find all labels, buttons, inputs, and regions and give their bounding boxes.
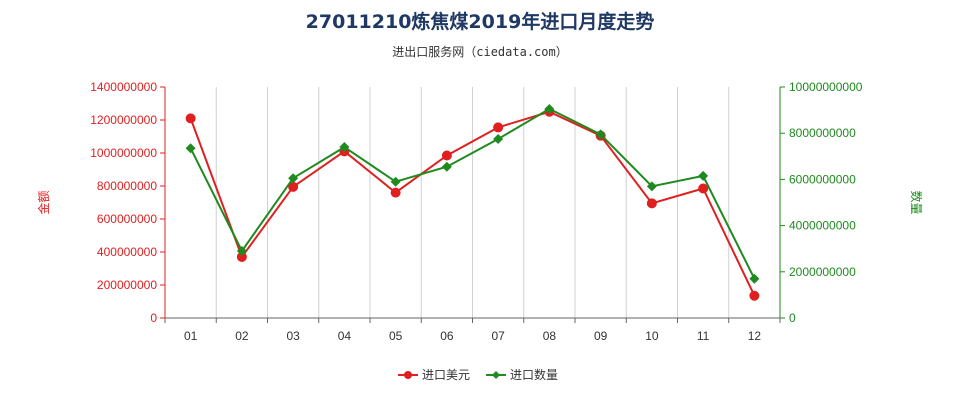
x-tick-label: 09 <box>594 329 608 343</box>
right-tick-label: 8000000000 <box>789 126 856 140</box>
left-tick-label: 1200000000 <box>90 113 157 127</box>
x-tick-label: 01 <box>184 329 198 343</box>
x-tick-label: 04 <box>338 329 352 343</box>
series-layer <box>185 103 760 301</box>
right-tick-label: 4000000000 <box>789 219 856 233</box>
x-axis-ticks: 01 02 03 04 05 06 07 08 09 10 11 12 <box>164 318 781 343</box>
x-tick-label: 12 <box>748 329 762 343</box>
left-tick-label: 0 <box>150 311 157 325</box>
series-2-point <box>339 142 350 153</box>
x-tick-label: 06 <box>440 329 454 343</box>
left-tick-label: 200000000 <box>97 278 157 292</box>
left-axis-ticks: 0 200000000 400000000 600000000 800000000 100… <box>90 80 165 325</box>
series-2-point <box>646 181 657 192</box>
series-2-point <box>288 173 299 184</box>
series-2-point <box>441 161 452 172</box>
grid-lines <box>215 87 781 318</box>
series-1-point <box>390 187 401 198</box>
series-2-point <box>544 103 555 114</box>
series-line-2 <box>189 107 756 280</box>
chart-subtitle: 进出口服务网（ciedata.com） <box>392 44 567 59</box>
x-tick-label: 02 <box>235 329 249 343</box>
legend-label-2: 进口数量 <box>510 367 558 382</box>
right-tick-label: 10000000000 <box>789 80 863 94</box>
series-1-point <box>749 290 760 301</box>
left-axis-title: 金额 <box>36 190 51 214</box>
series-1-point <box>288 181 299 192</box>
series-2-point <box>493 133 504 144</box>
series-line-1 <box>189 110 756 297</box>
right-tick-label: 2000000000 <box>789 265 856 279</box>
series-1-point <box>698 183 709 194</box>
right-axis-ticks: 0 2000000000 4000000000 6000000000 800000000… <box>780 80 863 325</box>
chart-title: 27011210炼焦煤2019年进口月度走势 <box>306 10 655 33</box>
legend: 进口美元 进口数量 <box>398 367 558 382</box>
left-tick-label: 400000000 <box>97 245 157 259</box>
legend-marker-1 <box>404 371 412 379</box>
right-tick-label: 0 <box>789 311 796 325</box>
x-tick-label: 08 <box>543 329 557 343</box>
right-axis-title: 数量 <box>909 190 924 214</box>
x-tick-label: 03 <box>286 329 300 343</box>
right-tick-label: 6000000000 <box>789 172 856 186</box>
left-tick-label: 800000000 <box>97 179 157 193</box>
series-2-point <box>390 176 401 187</box>
series-2-point <box>236 246 247 257</box>
x-tick-label: 11 <box>697 329 710 343</box>
x-tick-label: 10 <box>645 329 659 343</box>
series-1-point <box>185 113 196 124</box>
left-tick-label: 1000000000 <box>90 146 157 160</box>
series-2-point <box>185 143 196 154</box>
series-2-point <box>749 273 760 284</box>
left-tick-label: 600000000 <box>97 212 157 226</box>
x-tick-label: 07 <box>491 329 505 343</box>
series-1-point <box>441 150 452 161</box>
series-1-point <box>493 122 504 133</box>
x-tick-label: 05 <box>389 329 403 343</box>
left-tick-label: 1400000000 <box>90 80 157 94</box>
legend-marker-2 <box>492 371 500 379</box>
legend-label-1: 进口美元 <box>422 368 470 382</box>
series-1-point <box>646 198 657 209</box>
series-2-point <box>595 129 606 140</box>
series-1-point <box>236 251 247 262</box>
series-2-point <box>698 170 709 181</box>
